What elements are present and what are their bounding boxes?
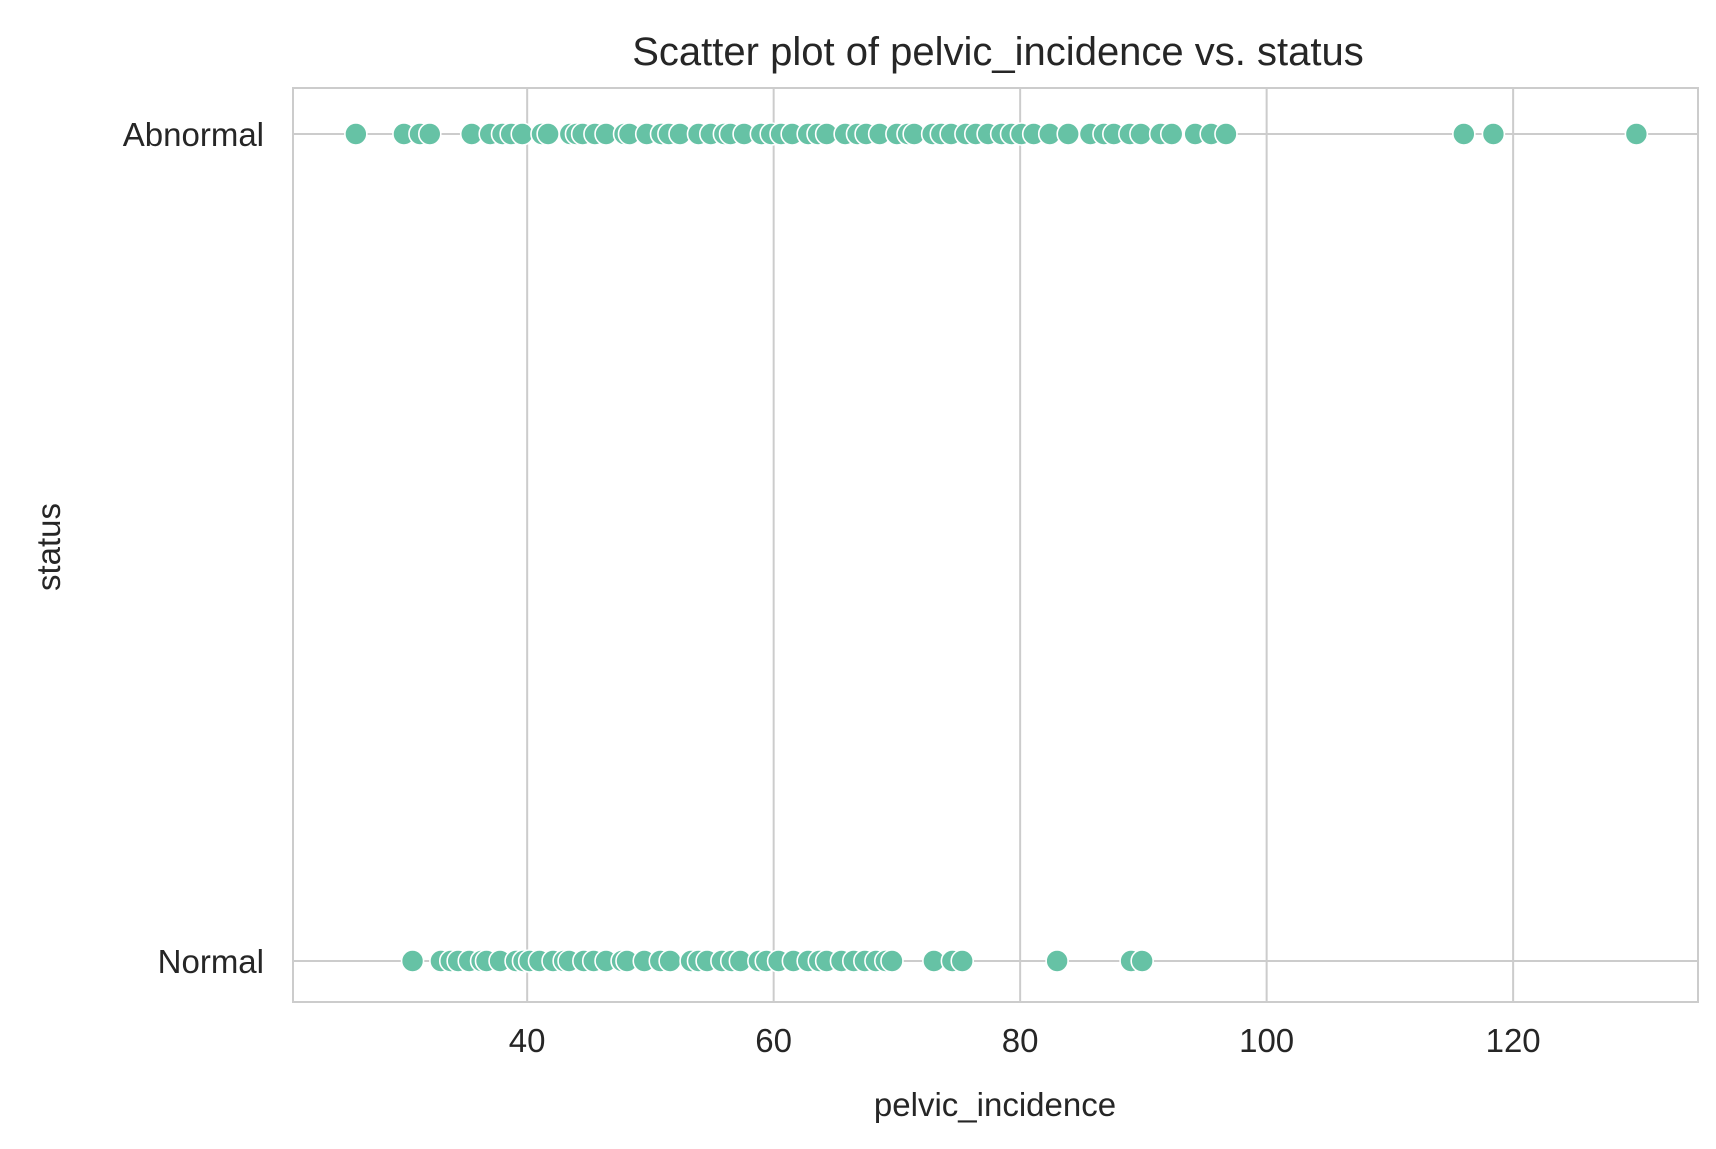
plot-frame	[292, 87, 1699, 1003]
x-tick-label: 120	[1486, 1022, 1541, 1059]
data-point-abnormal	[536, 122, 560, 146]
x-tick-label: 80	[1002, 1022, 1039, 1059]
y-tick-label: Normal	[158, 943, 264, 980]
y-axis-label: status	[30, 503, 67, 591]
data-point-normal	[1045, 949, 1069, 973]
data-point-abnormal	[1452, 122, 1476, 146]
data-point-abnormal	[1159, 122, 1184, 146]
data-point-normal	[400, 949, 425, 973]
x-axis-label: pelvic_incidence	[874, 1086, 1116, 1123]
data-point-abnormal	[1056, 122, 1081, 146]
data-point-abnormal	[344, 122, 368, 146]
data-point-normal	[880, 949, 904, 973]
data-point-abnormal	[510, 122, 535, 146]
data-point-abnormal	[1129, 122, 1153, 146]
x-tick-labels: 40 60 80 100 120	[509, 1022, 1541, 1059]
data-point-abnormal	[418, 122, 442, 146]
data-point-normal	[658, 949, 682, 973]
data-point-normal	[950, 949, 975, 973]
data-point-abnormal	[1214, 122, 1238, 146]
x-tick-label: 40	[509, 1022, 546, 1059]
data-point-abnormal	[1481, 122, 1506, 146]
data-points	[344, 122, 1649, 973]
x-tick-label: 60	[755, 1022, 792, 1059]
y-tick-label: Abnormal	[123, 116, 264, 153]
y-tick-labels: Abnormal Normal	[123, 116, 264, 980]
data-point-normal	[1130, 949, 1154, 973]
grid-lines	[293, 88, 1698, 1002]
x-tick-label: 100	[1239, 1022, 1294, 1059]
chart-title: Scatter plot of pelvic_incidence vs. sta…	[632, 30, 1363, 74]
data-point-abnormal	[1624, 122, 1649, 146]
